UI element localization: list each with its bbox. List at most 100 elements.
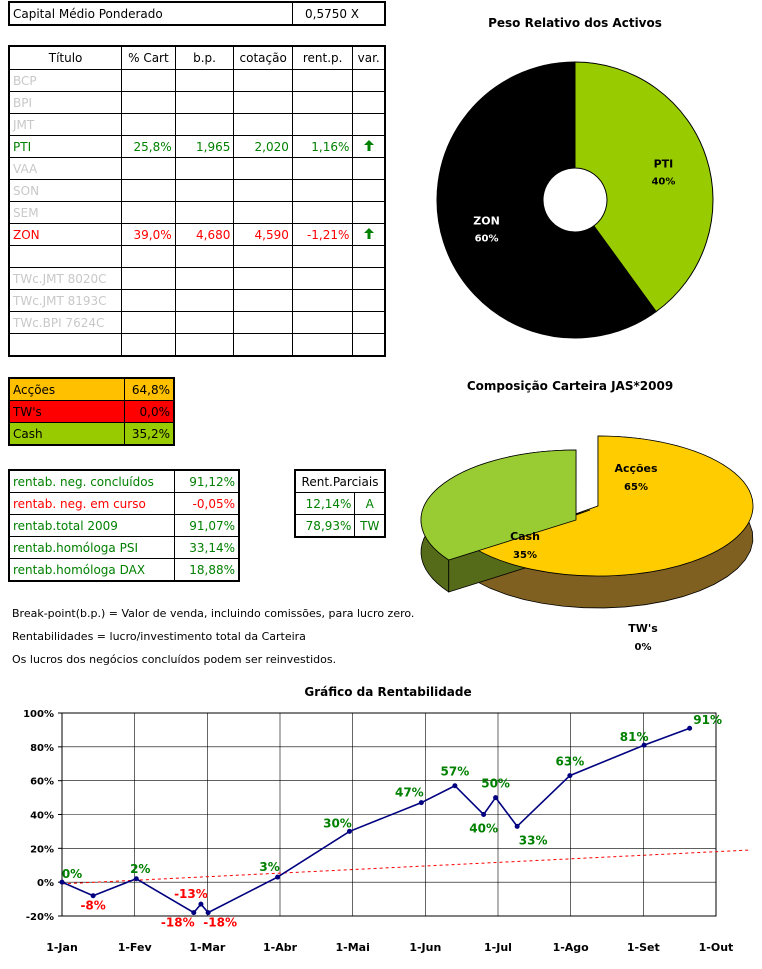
portfolio-cell-rent [291, 201, 354, 224]
data-point [452, 783, 458, 789]
note-rentabilidades: Rentabilidades = lucro/investimento tota… [12, 630, 306, 643]
portfolio-cell-titulo: VAA [8, 157, 123, 180]
portfolio-cell-rent [291, 289, 354, 312]
portfolio-cell-rent [291, 267, 354, 290]
portfolio-row: VAA [8, 157, 386, 180]
portfolio-cell-bp [174, 311, 235, 334]
data-label: 33% [519, 833, 548, 847]
portfolio-cell-cot [233, 245, 293, 268]
x-tick-label: 1-Jun [409, 941, 441, 954]
portfolio-cell-cart: 39,0% [121, 223, 176, 246]
allocation-value: 35,2% [124, 422, 175, 446]
portfolio-cell-bp [174, 179, 235, 202]
portfolio-cell-var [352, 179, 386, 202]
portfolio-cell-cart [121, 333, 176, 357]
pie1-slice [574, 61, 714, 313]
arrow-up-icon [363, 139, 374, 151]
arrow-up-icon [363, 227, 374, 239]
pie1-slice-label: ZON [473, 215, 500, 228]
data-point [275, 874, 281, 880]
data-point [514, 823, 520, 829]
pie1-slice-label: PTI [654, 157, 674, 170]
portfolio-cell-rent [291, 113, 354, 136]
data-point [493, 795, 499, 801]
portfolio-row: BPI [8, 91, 386, 114]
x-tick-label: 1-Mai [335, 941, 369, 954]
portfolio-cell-var [352, 311, 386, 334]
data-label: -13% [174, 887, 208, 901]
returns-value: 91,12% [174, 469, 240, 493]
allocation-label: Acções [8, 377, 125, 401]
portfolio-cell-cot [233, 179, 293, 202]
portfolio-cell-rent: 1,16% [291, 135, 354, 158]
portfolio-cell-var [352, 333, 386, 357]
portfolio-cell-cart: 25,8% [121, 135, 176, 158]
portfolio-cell-cart [121, 201, 176, 224]
portfolio-header-cell: cotação [233, 45, 293, 70]
y-tick-label: 20% [30, 844, 54, 855]
data-point [59, 879, 65, 885]
returns-value: 33,14% [174, 536, 240, 559]
allocation-value: 0,0% [124, 400, 175, 423]
line-title: Gráfico da Rentabilidade [304, 685, 472, 699]
portfolio-header-cell: b.p. [174, 45, 235, 70]
x-tick-label: 1-Mar [189, 941, 226, 954]
portfolio-table: Título% Cart b.p. cotação rent.p. var. BCP BP… [8, 45, 386, 357]
partial-value: 12,14% [294, 492, 356, 515]
portfolio-cell-var [352, 267, 386, 290]
pie1-slice-value: 60% [475, 234, 499, 245]
portfolio-cell-bp [174, 201, 235, 224]
portfolio-cell-bp: 4,680 [174, 223, 235, 246]
partial-returns-table: Rent.Parciais 12,14% A 78,93% TW [294, 469, 386, 538]
portfolio-cell-rent [291, 69, 354, 92]
portfolio-row: TWc.BPI 7624C [8, 311, 386, 334]
portfolio-cell-titulo: PTI [8, 135, 123, 158]
portfolio-cell-cart [121, 113, 176, 136]
x-tick-label: 1-Out [699, 941, 734, 954]
capital-table: Capital Médio Ponderado 0,5750 X [8, 1, 386, 26]
portfolio-cell-var [352, 245, 386, 268]
portfolio-header-cell: % Cart [121, 45, 176, 70]
portfolio-cell-var [352, 201, 386, 224]
portfolio-cell-cot [233, 333, 293, 357]
data-label: 40% [469, 822, 498, 836]
portfolio-cell-cart [121, 311, 176, 334]
allocation-label: Cash [8, 422, 125, 446]
y-tick-label: 80% [30, 743, 54, 754]
portfolio-row: TWc.JMT 8193C [8, 289, 386, 312]
pie2-slice-label: TW's [628, 622, 658, 635]
allocation-row: TW's 0,0% [8, 400, 175, 423]
portfolio-cell-cart [121, 289, 176, 312]
portfolio-cell-rent [291, 179, 354, 202]
allocation-row: Cash 35,2% [8, 422, 175, 446]
pie-chart-peso-relativo: PTI 40% ZON 60% [436, 61, 714, 339]
portfolio-row: SON [8, 179, 386, 202]
data-label: 30% [323, 816, 352, 830]
x-tick-label: 1-Fev [118, 941, 153, 954]
partial-code: TW [354, 514, 386, 538]
returns-value: -0,05% [174, 492, 240, 515]
y-tick-label: 60% [30, 777, 54, 788]
portfolio-row: PTI 25,8% 1,965 2,020 1,16% [8, 135, 386, 158]
pie1-title: Peso Relativo dos Activos [488, 16, 662, 30]
portfolio-cell-bp [174, 113, 235, 136]
data-label: 2% [130, 862, 150, 876]
note-breakpoint: Break-point(b.p.) = Valor de venda, incl… [12, 607, 415, 620]
returns-label: rentab. neg. concluídos [8, 469, 175, 493]
pie1-slice-value: 40% [651, 176, 675, 187]
y-tick-label: 40% [30, 811, 54, 822]
returns-value: 18,88% [174, 558, 240, 582]
data-label: 0% [62, 867, 82, 881]
capital-label: Capital Médio Ponderado [8, 1, 293, 26]
data-point [205, 910, 211, 916]
portfolio-row: SEM [8, 201, 386, 224]
returns-row: rentab. neg. em curso -0,05% [8, 492, 240, 515]
portfolio-cell-cot [233, 157, 293, 180]
data-point [687, 725, 693, 731]
portfolio-cell-bp [174, 267, 235, 290]
portfolio-cell-bp: 1,965 [174, 135, 235, 158]
portfolio-cell-titulo: TWc.BPI 7624C [8, 311, 123, 334]
data-label: 81% [620, 730, 649, 744]
portfolio-cell-titulo: SEM [8, 201, 123, 224]
portfolio-cell-var [352, 157, 386, 180]
